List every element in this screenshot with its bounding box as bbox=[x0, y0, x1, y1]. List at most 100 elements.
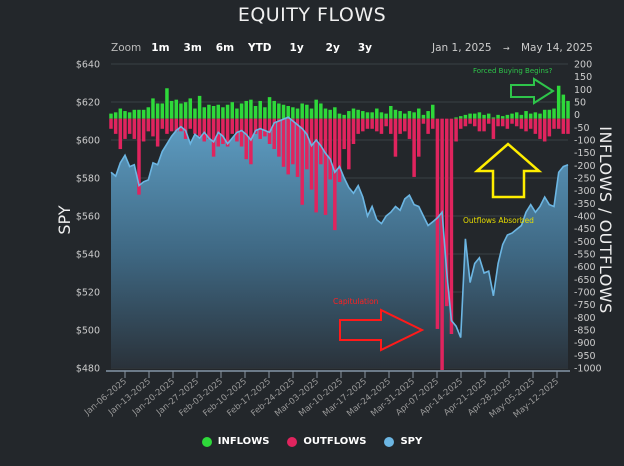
inflow-bar bbox=[291, 107, 295, 119]
outflow-bar bbox=[389, 118, 393, 134]
right-tick-label: -100 bbox=[574, 136, 596, 147]
range-from-input[interactable]: Jan 1, 2025 bbox=[432, 42, 492, 54]
outflow-bar bbox=[146, 118, 151, 132]
outflow-bar bbox=[556, 118, 561, 129]
outflow-bar bbox=[230, 118, 234, 134]
inflow-bar bbox=[375, 108, 379, 119]
outflow-bar bbox=[542, 118, 547, 142]
outflow-bar bbox=[295, 118, 300, 177]
inflow-bar bbox=[389, 106, 393, 119]
inflow-bar bbox=[221, 107, 225, 119]
inflow-bar bbox=[542, 109, 547, 119]
outflow-bar bbox=[528, 118, 533, 129]
right-tick-label: -800 bbox=[574, 313, 596, 324]
outflow-bar bbox=[207, 118, 211, 139]
right-tick-label: -450 bbox=[574, 224, 596, 235]
outflow-bar bbox=[347, 118, 351, 170]
outflow-bar bbox=[174, 118, 179, 132]
outflow-bar bbox=[384, 118, 388, 127]
outflow-bar bbox=[118, 118, 123, 150]
outflow-bar bbox=[123, 118, 127, 139]
outflow-bar bbox=[440, 118, 444, 373]
right-tick-label: 100 bbox=[574, 85, 592, 96]
legend-item-spy[interactable]: SPY bbox=[384, 436, 422, 447]
outflow-bar bbox=[314, 118, 318, 213]
outflow-bar bbox=[538, 118, 542, 139]
outflow-bar bbox=[533, 118, 538, 134]
range-to-input[interactable]: May 14, 2025 bbox=[521, 42, 593, 54]
inflow-bar bbox=[477, 112, 482, 119]
legend-item-inflows[interactable]: INFLOWS bbox=[201, 436, 269, 447]
right-tick-label: 50 bbox=[574, 98, 586, 109]
outflow-bar bbox=[449, 118, 454, 335]
inflow-bar bbox=[398, 111, 402, 119]
outflow-bar bbox=[193, 118, 197, 134]
outflow-bar bbox=[370, 118, 374, 129]
inflow-bar bbox=[510, 113, 514, 119]
inflow-bar bbox=[556, 85, 561, 119]
inflow-bar bbox=[118, 108, 123, 119]
inflow-bar bbox=[347, 111, 351, 119]
outflow-bar bbox=[431, 118, 435, 129]
outflow-bar bbox=[253, 118, 258, 134]
outflow-bar bbox=[510, 118, 514, 124]
legend-item-outflows[interactable]: OUTFLOWS bbox=[287, 436, 366, 447]
right-tick-label: -600 bbox=[574, 262, 596, 273]
inflow-bar bbox=[141, 109, 146, 119]
zoom-3y-button[interactable]: 3y bbox=[357, 42, 372, 54]
inflow-bar bbox=[491, 117, 496, 119]
outflow-bar bbox=[277, 118, 281, 157]
right-tick-label: -1000 bbox=[574, 364, 602, 375]
left-axis-title: SPY bbox=[55, 205, 74, 234]
inflow-bar bbox=[155, 103, 160, 119]
outflow-bar bbox=[225, 118, 230, 147]
outflow-bar bbox=[398, 118, 402, 134]
zoom-6m-button[interactable]: 6m bbox=[215, 42, 235, 54]
right-tick-label: 200 bbox=[574, 60, 592, 71]
outflow-bar bbox=[403, 118, 407, 132]
outflow-bar bbox=[183, 118, 188, 139]
outflow-bar bbox=[468, 118, 472, 124]
zoom-3m-button[interactable]: 3m bbox=[183, 42, 202, 54]
right-tick-label: -150 bbox=[574, 148, 596, 159]
inflow-bar bbox=[127, 112, 132, 119]
legend: INFLOWS OUTFLOWS SPY bbox=[0, 436, 624, 447]
outflow-bar bbox=[505, 118, 510, 129]
left-tick-label: $500 bbox=[76, 326, 100, 337]
right-tick-label: -400 bbox=[574, 212, 596, 223]
left-tick-label: $620 bbox=[76, 98, 100, 109]
outflow-bar bbox=[286, 118, 290, 175]
range-arrow: → bbox=[502, 44, 510, 53]
inflow-bar bbox=[505, 114, 510, 119]
zoom-ytd-button[interactable]: YTD bbox=[248, 42, 272, 54]
inflow-bar bbox=[417, 108, 421, 119]
inflow-bar bbox=[552, 108, 556, 119]
outflow-bar bbox=[137, 118, 141, 195]
outflow-bar bbox=[342, 118, 346, 150]
outflow-bar bbox=[486, 118, 491, 124]
outflow-bar bbox=[445, 118, 449, 307]
outflow-bar bbox=[188, 118, 193, 129]
inflow-bar bbox=[514, 112, 519, 119]
zoom-2y-button[interactable]: 2y bbox=[325, 42, 340, 54]
inflow-bar bbox=[113, 112, 118, 119]
inflow-bar bbox=[403, 113, 407, 119]
inflow-bar bbox=[263, 107, 267, 119]
inflow-bar bbox=[519, 114, 524, 119]
inflow-bar bbox=[267, 97, 272, 119]
zoom-bar: Zoom 1m 3m 6m YTD 1y 2y 3y bbox=[111, 42, 386, 54]
inflow-bar bbox=[482, 114, 486, 119]
outflow-bar bbox=[454, 118, 458, 142]
inflow-bar bbox=[468, 113, 472, 119]
inflow-bar bbox=[421, 114, 426, 119]
zoom-1m-button[interactable]: 1m bbox=[151, 42, 170, 54]
outflow-bar bbox=[566, 118, 570, 134]
zoom-1y-button[interactable]: 1y bbox=[289, 42, 304, 54]
outflow-bar bbox=[141, 118, 146, 142]
zoom-label: Zoom bbox=[111, 42, 142, 54]
right-tick-label: -550 bbox=[574, 250, 596, 261]
outflow-bar bbox=[323, 118, 328, 215]
inflow-bar bbox=[305, 104, 309, 119]
inflow-bar bbox=[454, 117, 458, 119]
outflow-bar bbox=[309, 118, 314, 190]
